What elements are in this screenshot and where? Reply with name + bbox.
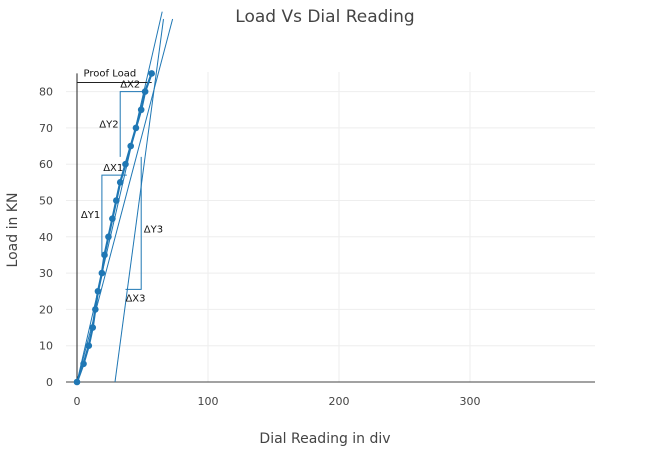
y-tick-label: 50 <box>39 195 53 208</box>
x-tick-label: 300 <box>460 395 481 408</box>
data-point <box>109 215 116 222</box>
data-point <box>73 378 81 386</box>
annotation-label: ΔY3 <box>144 225 163 236</box>
x-tick-label: 100 <box>198 395 219 408</box>
reference-line <box>76 11 163 383</box>
data-point <box>148 70 155 77</box>
data-point <box>94 287 102 295</box>
data-point <box>92 306 99 313</box>
data-point <box>80 360 87 368</box>
y-tick-label: 10 <box>39 340 53 353</box>
annotation-label: Proof Load <box>84 68 137 79</box>
x-tick-label: 200 <box>329 395 350 408</box>
data-point <box>137 106 145 114</box>
data-point <box>116 179 124 186</box>
annotation-label: ΔX1 <box>103 163 123 174</box>
data-point <box>85 342 93 350</box>
y-tick-label: 80 <box>39 86 53 99</box>
y-tick-label: 0 <box>46 376 53 389</box>
data-point <box>89 324 97 331</box>
reference-line <box>114 18 164 383</box>
data-point <box>113 197 120 204</box>
data-point <box>132 124 140 132</box>
annotation-label: ΔY1 <box>81 210 100 221</box>
y-tick-label: 70 <box>39 122 53 135</box>
delta-construction-line <box>101 174 127 255</box>
y-tick-label: 20 <box>39 303 53 316</box>
y-tick-label: 60 <box>39 158 53 171</box>
data-point <box>141 88 149 95</box>
y-tick-label: 30 <box>39 267 53 280</box>
annotation-label: ΔX2 <box>120 79 140 90</box>
y-axis-title: Load in KN <box>5 193 21 268</box>
x-tick-label: 0 <box>74 395 81 408</box>
annotation-label: ΔX3 <box>125 294 145 305</box>
gridlines <box>66 72 595 382</box>
data-point <box>122 160 129 168</box>
chart-title: Load Vs Dial Reading <box>235 7 414 27</box>
tick-labels: 0 10 20 30 40 50 60 70 80 0 100 200 300 <box>39 86 481 408</box>
data-point <box>127 142 135 150</box>
x-axis-title: Dial Reading in div <box>259 431 390 447</box>
data-point <box>105 233 112 241</box>
annotation-label: ΔY2 <box>99 119 118 130</box>
data-point <box>101 251 108 259</box>
plot-area <box>73 11 174 386</box>
data-point <box>98 269 106 277</box>
delta-construction-line <box>119 91 146 157</box>
delta-construction-line <box>125 156 142 290</box>
y-tick-label: 40 <box>39 231 53 244</box>
